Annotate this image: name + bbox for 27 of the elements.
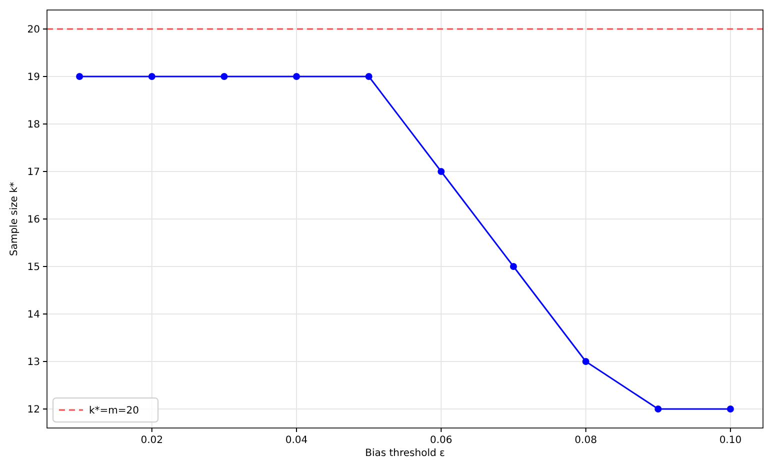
x-tick-label: 0.08: [574, 435, 597, 446]
point: [510, 263, 517, 270]
point: [582, 358, 590, 365]
point: [76, 73, 84, 80]
point: [148, 73, 156, 80]
y-tick-label: 12: [27, 404, 40, 416]
point: [220, 73, 228, 80]
point: [438, 168, 445, 175]
x-tick-label: 0.06: [430, 435, 452, 446]
point: [654, 406, 662, 412]
x-tick-label: 0.02: [140, 435, 163, 446]
y-tick-label: 19: [27, 72, 40, 83]
x-axis-title: Bias threshold ε: [365, 448, 445, 459]
y-tick-label: 15: [27, 262, 40, 273]
legend-label: k*=m=20: [89, 406, 140, 416]
y-tick-label: 14: [27, 310, 40, 320]
x-tick-label: 0.04: [285, 435, 308, 446]
y-tick-label: 13: [27, 357, 40, 368]
point: [726, 406, 734, 412]
x-tick-label: 0.10: [719, 435, 742, 446]
point: [293, 73, 300, 80]
point: [365, 73, 372, 80]
y-tick-label: 17: [27, 167, 40, 178]
y-tick-label: 20: [27, 24, 40, 36]
y-tick-label: 16: [27, 214, 40, 226]
y-tick-label: 18: [27, 120, 40, 130]
y-axis-title: Sample size k*: [9, 182, 20, 256]
